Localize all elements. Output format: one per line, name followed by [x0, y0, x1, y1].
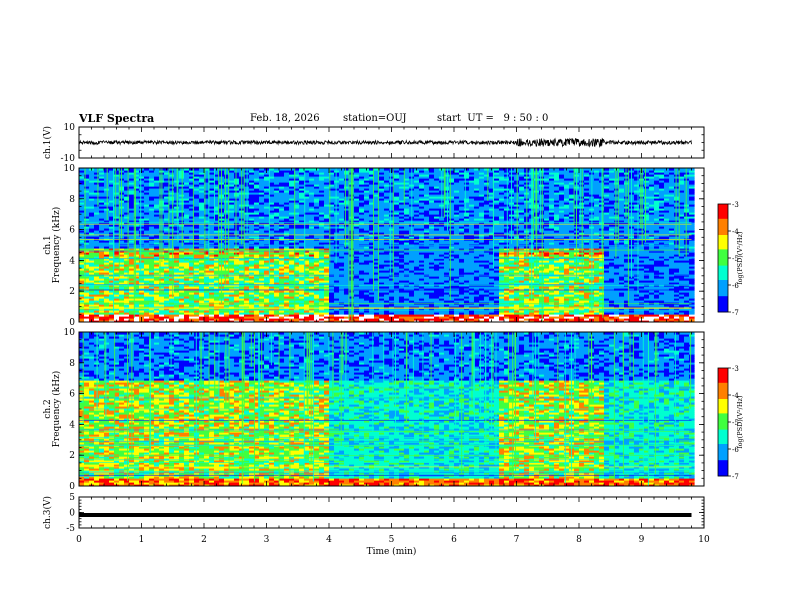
y-tick-label: 4: [69, 420, 75, 430]
colorbar-tick-label: -3: [732, 365, 739, 373]
y-axis-label: ch.3(V): [42, 496, 53, 529]
y-tick-label: 6: [69, 226, 75, 236]
colorbar-tick-label: -3: [732, 201, 739, 209]
y-tick-label: 10: [64, 164, 76, 174]
colorbar-tick-label: -7: [732, 309, 739, 317]
start-time-label: start UT = 9 : 50 : 0: [437, 113, 549, 124]
x-tick-label: 1: [139, 535, 145, 545]
y-tick-label: 8: [69, 359, 75, 369]
y-tick-label: 10: [64, 123, 76, 133]
figure-title: VLF Spectra: [79, 112, 155, 125]
y-axis-label: ch.1(V): [42, 126, 53, 159]
spectrogram-2-image: [79, 332, 704, 486]
x-tick-label: 8: [576, 535, 582, 545]
x-tick-label: 7: [514, 535, 520, 545]
y-tick-label: 5: [69, 493, 75, 503]
x-tick-label: 10: [698, 535, 710, 545]
date-label: Feb. 18, 2026: [250, 113, 320, 124]
y-tick-label: 0: [69, 482, 75, 492]
colorbar-label: log(PSD)(V²/Hz): [736, 231, 744, 284]
y-tick-label: -5: [66, 524, 75, 534]
y-tick-label: -10: [61, 154, 76, 164]
y-tick-label: 10: [64, 328, 76, 338]
colorbar-tick-label: -7: [732, 473, 739, 481]
x-tick-label: 9: [639, 535, 645, 545]
x-axis-label: Time (min): [367, 546, 417, 557]
y-axis-label: ch.1: [43, 235, 53, 254]
y-tick-label: 6: [69, 390, 75, 400]
colorbar-tick-label: -4: [732, 228, 739, 236]
y-axis-label: ch.2: [43, 399, 53, 418]
station-label: station=OUJ: [343, 113, 407, 124]
colorbar-tick-label: -5: [732, 419, 739, 427]
x-tick-label: 2: [201, 535, 207, 545]
y-axis-label: Frequency (kHz): [51, 207, 62, 284]
y-tick-label: 2: [69, 451, 75, 461]
y-tick-label: 4: [69, 256, 75, 266]
colorbar-label: log(PSD)(V²/Hz): [736, 395, 744, 448]
spectrogram-1-image: [79, 168, 704, 322]
x-tick-label: 5: [389, 535, 395, 545]
y-tick-label: 0: [69, 318, 75, 328]
colorbar-tick-label: -5: [732, 255, 739, 263]
x-tick-label: 3: [264, 535, 270, 545]
y-tick-label: 2: [69, 287, 75, 297]
x-tick-label: 6: [451, 535, 457, 545]
y-tick-label: 8: [69, 195, 75, 205]
y-axis-label: Frequency (kHz): [51, 371, 62, 448]
y-tick-label: 0: [69, 509, 75, 519]
x-tick-label: 0: [76, 535, 82, 545]
x-tick-label: 4: [326, 535, 332, 545]
waveform-ch1-trace: [79, 137, 692, 148]
colorbar-tick-label: -4: [732, 392, 739, 400]
colorbar-tick-label: -6: [732, 282, 739, 290]
colorbar-tick-label: -6: [732, 446, 739, 454]
